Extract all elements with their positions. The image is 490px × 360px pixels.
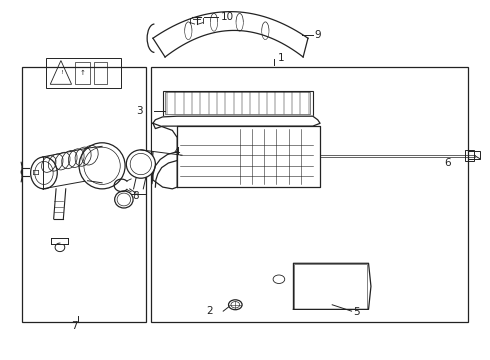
Text: !: ! xyxy=(60,71,62,76)
Text: 2: 2 xyxy=(206,306,213,316)
Ellipse shape xyxy=(115,191,133,208)
Bar xyxy=(22,67,146,322)
Bar xyxy=(468,151,480,159)
Ellipse shape xyxy=(126,150,155,178)
Polygon shape xyxy=(153,116,320,129)
Text: 10: 10 xyxy=(221,12,234,22)
Text: 6: 6 xyxy=(444,158,451,168)
Ellipse shape xyxy=(31,157,57,189)
Text: 7: 7 xyxy=(71,321,78,331)
Polygon shape xyxy=(177,126,320,187)
Polygon shape xyxy=(152,123,177,189)
Ellipse shape xyxy=(228,300,242,310)
Text: 4: 4 xyxy=(173,147,180,157)
Bar xyxy=(294,264,367,309)
Bar xyxy=(47,58,122,88)
Text: ↑: ↑ xyxy=(80,70,86,76)
Bar xyxy=(466,150,474,161)
Circle shape xyxy=(273,275,285,283)
Text: 9: 9 xyxy=(315,30,321,40)
Bar xyxy=(150,67,468,322)
Bar xyxy=(75,62,90,84)
Ellipse shape xyxy=(79,143,125,189)
Text: 1: 1 xyxy=(277,53,284,63)
Bar xyxy=(163,91,313,116)
Text: 3: 3 xyxy=(137,106,143,116)
Text: 8: 8 xyxy=(133,191,139,201)
Polygon shape xyxy=(294,263,371,309)
Bar xyxy=(165,93,310,114)
Text: 5: 5 xyxy=(353,307,360,317)
Bar xyxy=(94,62,107,84)
